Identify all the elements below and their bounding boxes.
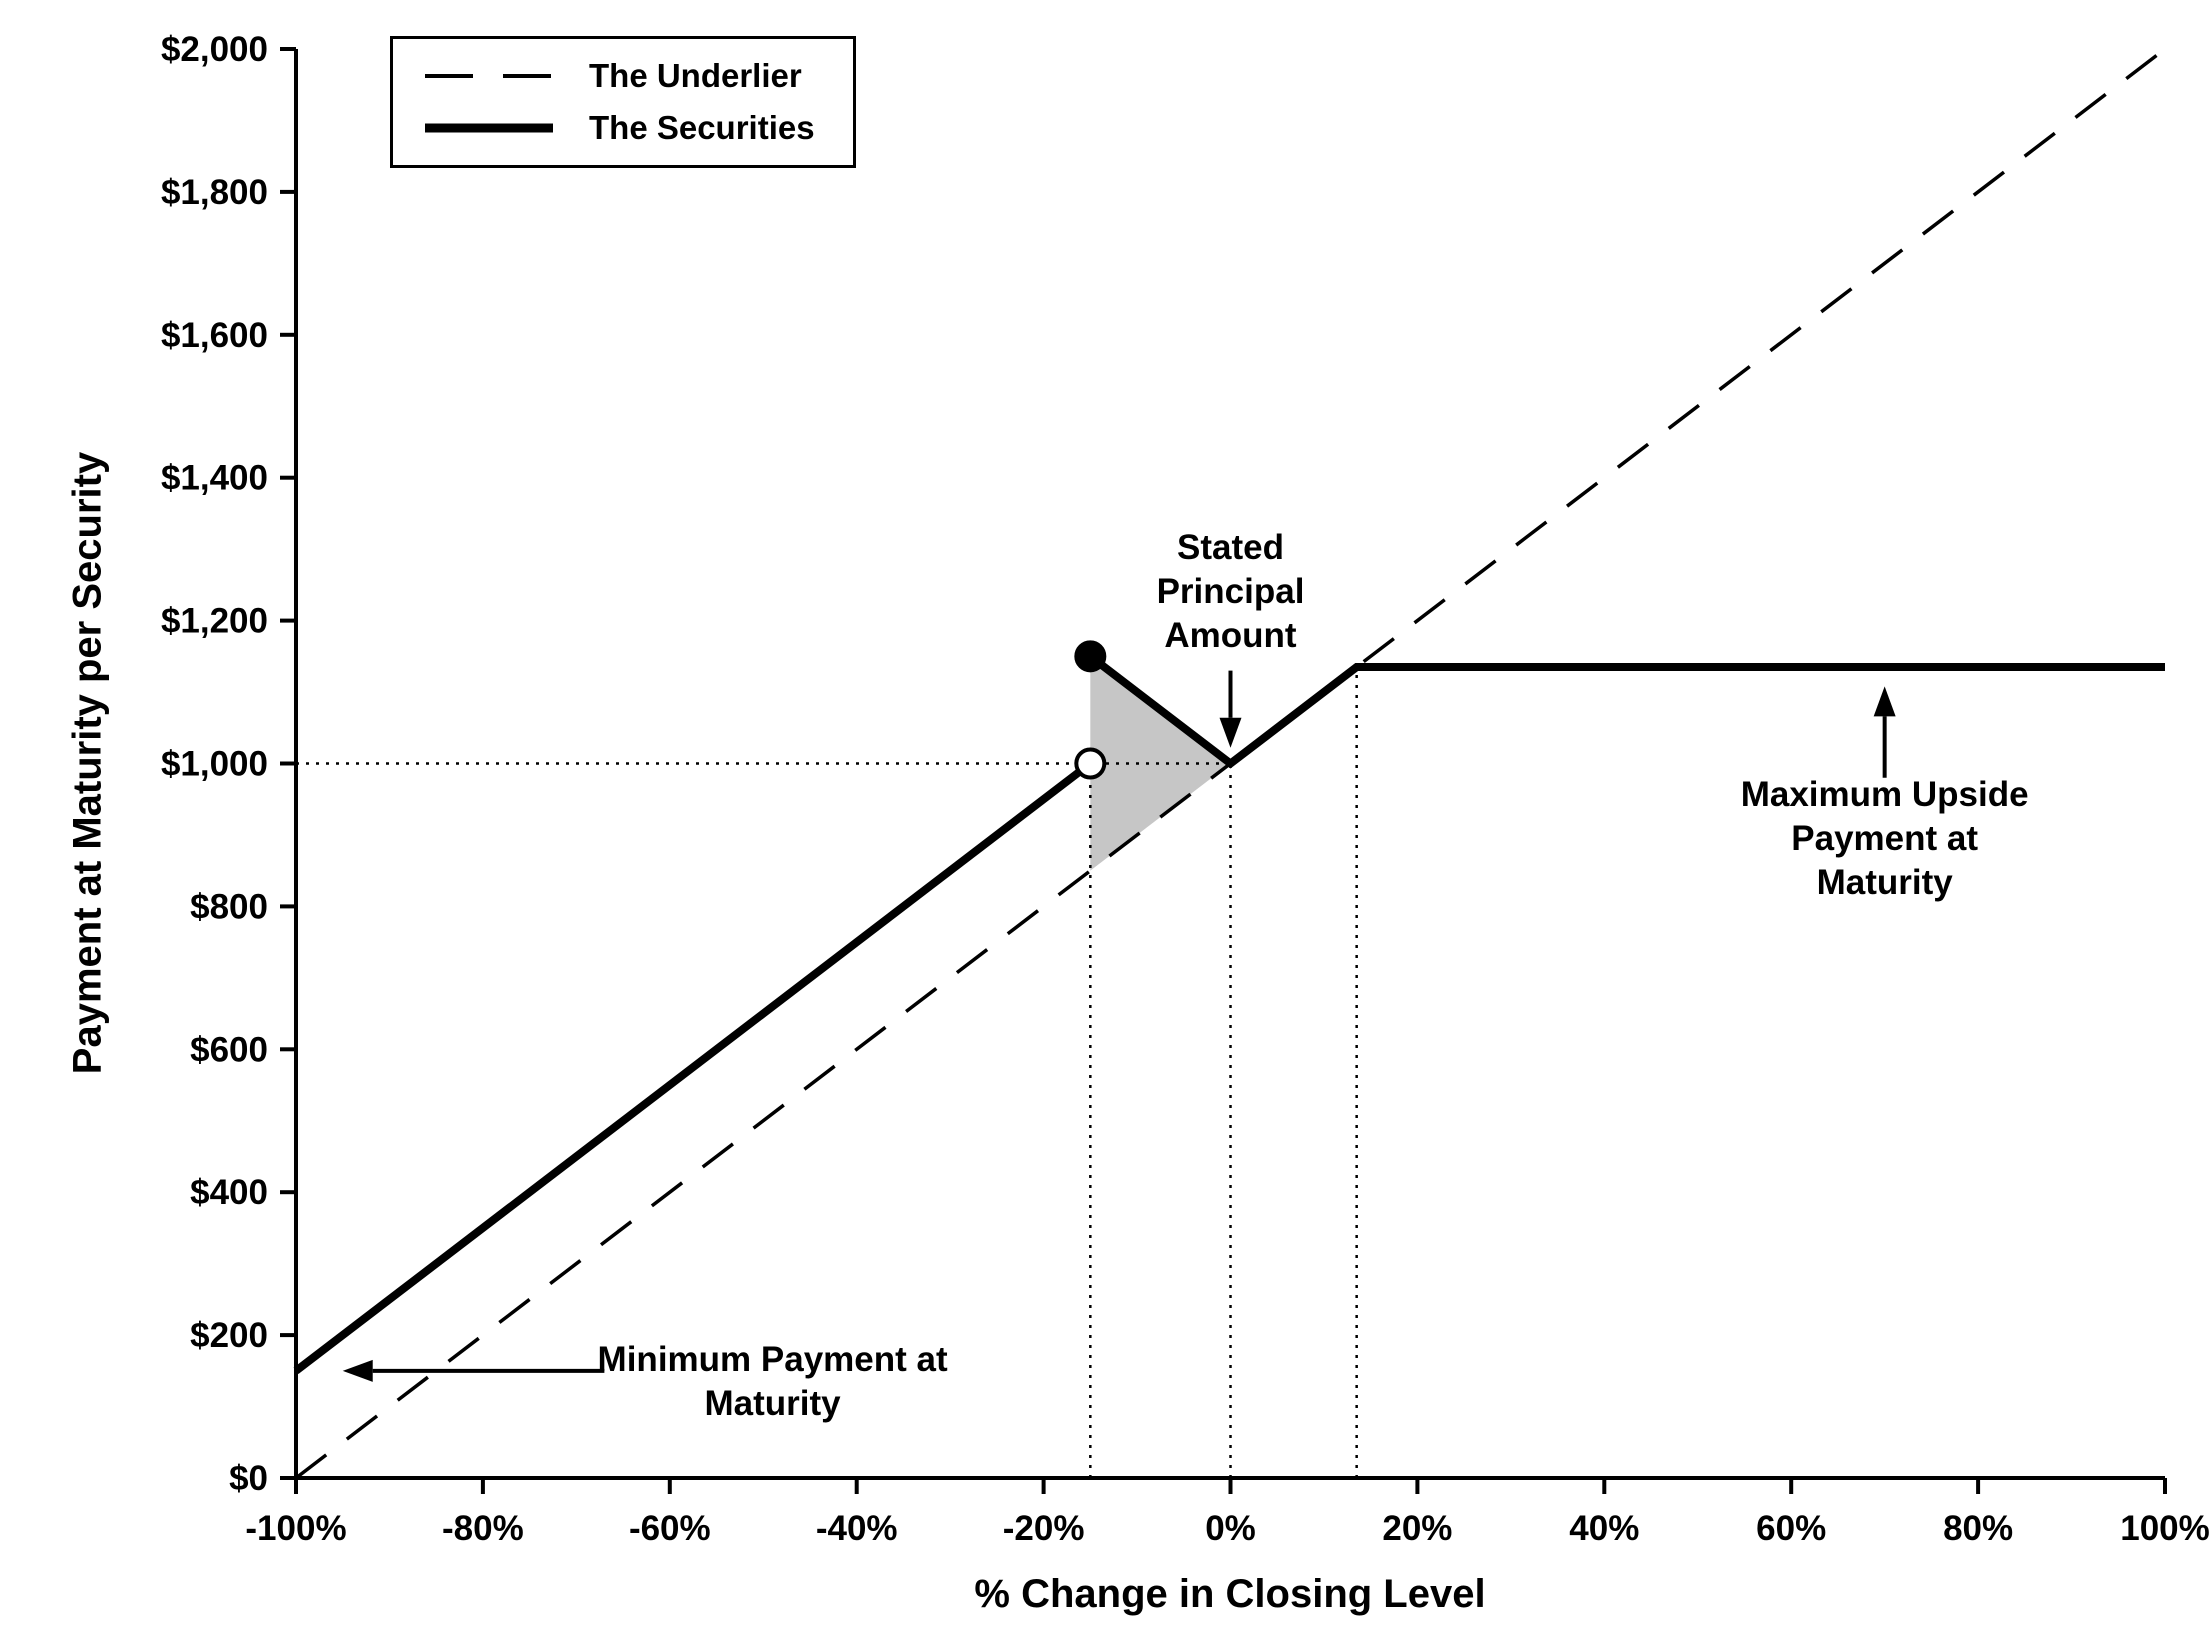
legend-label-securities: The Securities (589, 109, 815, 146)
y-tick-label: $200 (190, 1316, 268, 1355)
annotation-maximum-upside-payment: Maximum Upside Payment at Maturity (1740, 774, 2029, 902)
x-tick-label: 60% (1756, 1509, 1826, 1548)
legend: The Underlier The Securities (390, 36, 856, 168)
annotation-stated-principal-amount: Stated Principal Amount (1156, 527, 1305, 656)
solid-line-icon (425, 123, 553, 133)
y-tick-label: $1,400 (161, 459, 268, 498)
y-tick-label: $1,000 (161, 745, 268, 784)
x-tick-label: -40% (816, 1509, 898, 1548)
series-the-securities (293, 653, 2165, 1375)
x-tick-label: 0% (1205, 1509, 1256, 1548)
x-tick-label: 20% (1382, 1509, 1452, 1548)
x-tick-label: -20% (1003, 1509, 1085, 1548)
legend-item-securities: The Securities (423, 109, 815, 147)
x-tick-label: 100% (2120, 1509, 2210, 1548)
y-tick-label: $1,200 (161, 602, 268, 641)
y-tick-label: $2,000 (161, 30, 268, 69)
y-tick-label: $0 (229, 1459, 268, 1498)
outperformance-shaded-region (1090, 656, 1231, 871)
y-tick-label: $800 (190, 887, 268, 926)
x-tick-label: -80% (442, 1509, 524, 1548)
legend-item-underlier: The Underlier (423, 57, 815, 95)
x-tick-label: -60% (629, 1509, 711, 1548)
y-tick-label: $600 (190, 1030, 268, 1069)
legend-label-underlier: The Underlier (589, 57, 802, 94)
x-axis-title: % Change in Closing Level (974, 1572, 1486, 1616)
endpoint-markers (1074, 640, 1107, 780)
dashed-line-icon (425, 74, 553, 78)
y-axis-title: Payment at Maturity per Security (65, 451, 110, 1075)
x-tick-label: 40% (1569, 1509, 1639, 1548)
x-tick-label: -100% (245, 1509, 346, 1548)
x-tick-label: 80% (1943, 1509, 2013, 1548)
y-tick-label: $1,800 (161, 173, 268, 212)
axes: $0 $200 $400 $600 $800 $1,000 $1,200 $1,400 $1,6… (161, 30, 2210, 1548)
y-tick-label: $400 (190, 1173, 268, 1212)
y-tick-label: $1,600 (161, 316, 268, 355)
annotation-minimum-payment: Minimum Payment at Maturity (597, 1339, 948, 1423)
annotation-arrows (342, 670, 1896, 1382)
